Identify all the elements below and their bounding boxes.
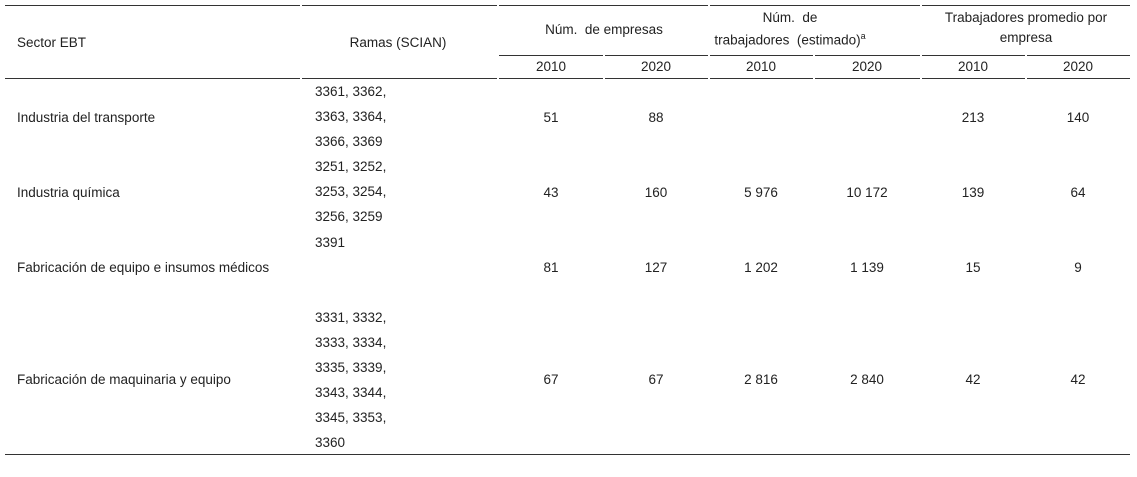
value-cell: 67 bbox=[648, 372, 664, 387]
sector-cell: Fabricación de equipo e insumos médicos bbox=[17, 260, 270, 275]
rule bbox=[5, 78, 300, 79]
header-cell: Sector EBT bbox=[17, 35, 87, 50]
year-cell: 2010 bbox=[745, 59, 777, 74]
rule bbox=[5, 5, 300, 6]
year-cell: 2020 bbox=[640, 59, 672, 74]
header-cell: empresa bbox=[999, 30, 1053, 45]
header-cell: Núm. de empresas bbox=[545, 22, 663, 37]
ramas-line: 3391 bbox=[315, 235, 346, 250]
sector-cell: Industria química bbox=[17, 185, 120, 200]
ramas-line: 3335, 3339, bbox=[315, 360, 387, 375]
rule bbox=[499, 55, 603, 56]
sector-cell: Industria del transporte bbox=[17, 110, 156, 125]
rule bbox=[302, 78, 497, 79]
ramas-line: 3366, 3369 bbox=[315, 134, 383, 149]
value-cell: 42 bbox=[965, 372, 981, 387]
value-cell: 15 bbox=[965, 260, 981, 275]
value-cell: 88 bbox=[648, 110, 664, 125]
header-cell: trabajadores (estimado)a bbox=[714, 30, 866, 48]
ramas-line: 3253, 3254, bbox=[315, 184, 387, 199]
year-cell: 2010 bbox=[535, 59, 567, 74]
value-cell: 140 bbox=[1066, 110, 1090, 125]
year-cell: 2010 bbox=[957, 59, 989, 74]
ramas-line: 3331, 3332, bbox=[315, 310, 387, 325]
value-cell: 1 139 bbox=[850, 260, 884, 275]
rule bbox=[922, 78, 1025, 79]
year-cell: 2020 bbox=[851, 59, 883, 74]
ramas-line: 3360 bbox=[315, 435, 346, 450]
ramas-line: 3363, 3364, bbox=[315, 109, 387, 124]
rule bbox=[302, 5, 497, 6]
value-cell: 51 bbox=[543, 110, 559, 125]
rule bbox=[1027, 78, 1130, 79]
ramas-line: 3343, 3344, bbox=[315, 385, 387, 400]
ramas-line: 3345, 3353, bbox=[315, 410, 387, 425]
value-cell: 43 bbox=[543, 185, 559, 200]
value-cell: 1 202 bbox=[744, 260, 778, 275]
header-cell: Núm. de bbox=[762, 10, 818, 25]
header-cell: Trabajadores promedio por bbox=[944, 10, 1108, 25]
header-cell: Ramas (SCIAN) bbox=[349, 35, 447, 50]
value-cell: 2 816 bbox=[744, 372, 778, 387]
rule bbox=[922, 5, 1130, 6]
rule bbox=[5, 454, 1130, 455]
rule bbox=[499, 5, 708, 6]
value-cell: 9 bbox=[1074, 260, 1082, 275]
ramas-line: 3251, 3252, bbox=[315, 159, 387, 174]
value-cell: 10 172 bbox=[846, 185, 888, 200]
value-cell: 64 bbox=[1070, 185, 1086, 200]
value-cell: 81 bbox=[543, 260, 559, 275]
ramas-line: 3333, 3334, bbox=[315, 335, 387, 350]
footnote-marker: a bbox=[860, 30, 866, 41]
rule bbox=[815, 78, 920, 79]
rule bbox=[710, 5, 920, 6]
sector-cell: Fabricación de maquinaria y equipo bbox=[17, 372, 231, 387]
value-cell: 2 840 bbox=[850, 372, 884, 387]
value-cell: 160 bbox=[644, 185, 668, 200]
rule bbox=[605, 78, 708, 79]
rule bbox=[499, 78, 603, 79]
value-cell: 127 bbox=[644, 260, 668, 275]
rule bbox=[922, 55, 1025, 56]
rule bbox=[710, 78, 813, 79]
rule bbox=[1027, 55, 1130, 56]
year-cell: 2020 bbox=[1062, 59, 1094, 74]
ramas-line: 3256, 3259 bbox=[315, 209, 383, 224]
value-cell: 139 bbox=[961, 185, 985, 200]
ramas-line: 3361, 3362, bbox=[315, 84, 387, 99]
rule bbox=[605, 55, 708, 56]
value-cell: 213 bbox=[961, 110, 985, 125]
value-cell: 5 976 bbox=[744, 185, 778, 200]
rule bbox=[815, 55, 920, 56]
rule bbox=[710, 55, 813, 56]
value-cell: 42 bbox=[1070, 372, 1086, 387]
value-cell: 67 bbox=[543, 372, 559, 387]
